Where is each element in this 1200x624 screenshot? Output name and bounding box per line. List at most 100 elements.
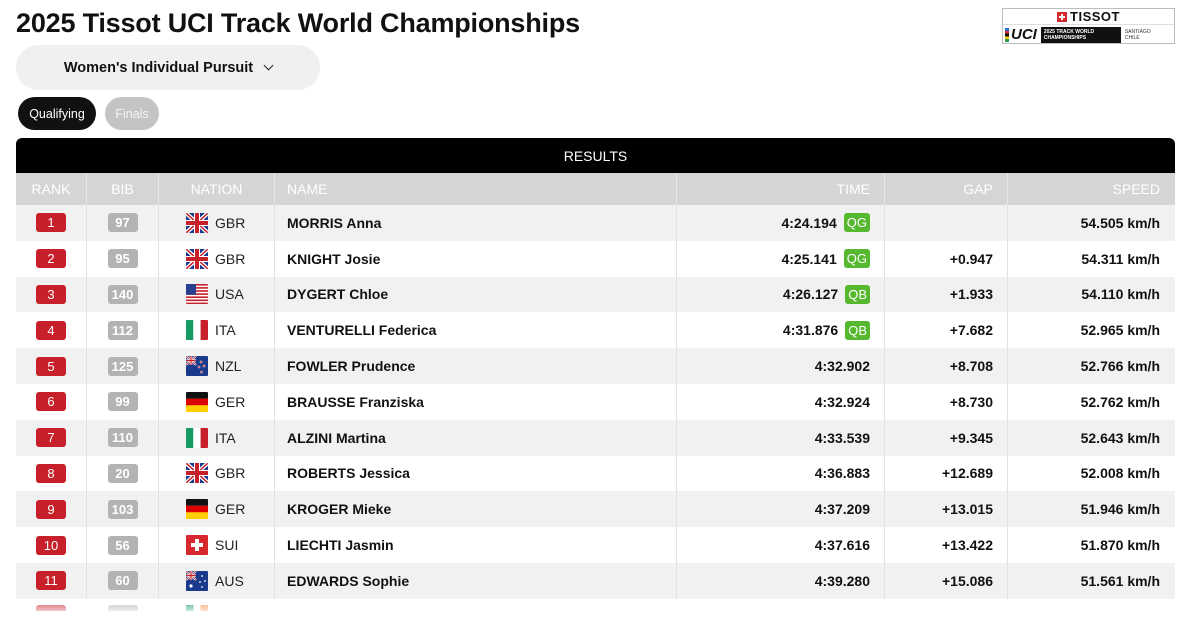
bib-cell: 103 (87, 491, 159, 528)
rider-name[interactable]: BRAUSSE Franziska (275, 383, 677, 420)
nation-cell: GBR (159, 240, 275, 277)
rainbow-stripes-icon (1005, 27, 1009, 42)
time-cell: 4:26.127 QB (677, 276, 885, 313)
rank-badge: 3 (36, 284, 66, 304)
rank-cell: 9 (16, 491, 87, 528)
rider-name[interactable]: DYGERT Chloe (275, 276, 677, 313)
flag-gbr-icon (186, 248, 208, 269)
table-row[interactable]: 2 95 GBR KNIGHT Josie 4:25.141 QG +0.947 54.311… (16, 240, 1175, 277)
bib-badge: 112 (107, 320, 138, 340)
rider-name[interactable]: VENTURELLI Federica (275, 312, 677, 349)
table-row[interactable]: 8 20 GBR ROBERTS Jessica 4:36.883 +12.689 52.0… (16, 455, 1175, 492)
nation-code: GER (215, 393, 246, 410)
nation-cell: SUI (159, 527, 275, 563)
rider-name[interactable]: FOWLER Prudence (275, 348, 677, 384)
nation-code: ITA (215, 322, 236, 339)
rank-badge: 6 (36, 392, 66, 412)
time-cell: 4:32.924 (677, 383, 885, 420)
bib-cell: 125 (87, 348, 159, 384)
time-cell: 4:32.902 (677, 348, 885, 384)
table-row[interactable]: 3 140 USA DYGERT Chloe 4:26.127 QB +1.933 54.11… (16, 276, 1175, 313)
rank-badge: 11 (36, 571, 66, 591)
nation-code: ITA (215, 429, 236, 446)
nation-cell: NZL (159, 348, 275, 384)
flag-ger-icon (186, 391, 208, 412)
rank-cell: 5 (16, 348, 87, 384)
nation-cell: GBR (159, 205, 275, 241)
bib-cell: 95 (87, 240, 159, 277)
table-row[interactable]: 7 110 ITA ALZINI Martina 4:33.539 +9.345 52.64… (16, 419, 1175, 456)
rank-cell: 10 (16, 527, 87, 563)
speed-cell: 54.505 km/h (1080, 214, 1160, 231)
bib-badge: 125 (107, 356, 138, 376)
bib-cell: 110 (87, 419, 159, 456)
page-title: 2025 Tissot UCI Track World Championship… (16, 8, 580, 38)
gap-cell: +8.708 (885, 348, 1008, 384)
tab-finals[interactable]: Finals (105, 97, 159, 130)
nation-cell: AUS (159, 562, 275, 599)
rank-cell: 2 (16, 240, 87, 277)
table-row[interactable]: 6 99 GER BRAUSSE Franziska 4:32.924 +8.730 52.… (16, 383, 1175, 420)
rank-badge: 10 (36, 535, 66, 555)
rank-badge: 7 (36, 428, 66, 448)
gap-cell: +7.682 (885, 312, 1008, 349)
time-value: 4:37.616 (814, 537, 870, 554)
rider-name[interactable]: MORRIS Anna (275, 205, 677, 241)
nation-code: NZL (215, 358, 242, 375)
rider-name[interactable]: KNIGHT Josie (275, 240, 677, 277)
event-select-dropdown[interactable]: Women's Individual Pursuit (16, 45, 320, 90)
flag-gbr-icon (186, 212, 208, 233)
table-row[interactable]: 9 103 GER KROGER Mieke 4:37.209 +13.015 51.946… (16, 491, 1175, 528)
rider-name[interactable]: EDWARDS Sophie (275, 562, 677, 599)
nation-cell: GER (159, 491, 275, 528)
time-value: 4:25.141 (781, 250, 837, 267)
rank-cell: 8 (16, 455, 87, 492)
time-cell: 4:36.883 (677, 455, 885, 492)
rider-name[interactable]: ALZINI Martina (275, 419, 677, 456)
table-row[interactable]: 1 97 GBR MORRIS Anna 4:24.194 QG 54.505 km/h (16, 205, 1175, 241)
column-header-speed: SPEED (1112, 181, 1160, 197)
rank-cell: 6 (16, 383, 87, 420)
table-row[interactable]: 4 112 ITA VENTURELLI Federica 4:31.876 QB +7.6… (16, 312, 1175, 349)
nation-code: AUS (215, 572, 244, 589)
event-select-value: Women's Individual Pursuit (63, 59, 254, 76)
flag-ita-icon (186, 427, 208, 448)
qualified-badge: QB (845, 320, 870, 340)
column-header-rank: RANK (16, 173, 87, 205)
nation-cell: USA (159, 276, 275, 313)
nation-code: USA (215, 286, 244, 303)
bib-cell: 97 (87, 205, 159, 241)
column-header-bib: BIB (87, 173, 159, 205)
bib-badge: 20 (107, 463, 138, 483)
rider-name[interactable]: KROGER Mieke (275, 491, 677, 528)
nation-code: GBR (215, 214, 246, 231)
time-cell: 4:37.616 (677, 527, 885, 563)
rank-badge: 5 (36, 356, 66, 376)
nation-cell: GBR (159, 455, 275, 492)
table-row[interactable]: 10 56 SUI LIECHTI Jasmin 4:37.616 +13.422 51.8… (16, 527, 1175, 563)
scroll-fade (0, 596, 1200, 624)
time-value: 4:32.924 (814, 393, 870, 410)
rank-cell: 11 (16, 562, 87, 599)
flag-sui-icon (186, 535, 208, 556)
column-header-name: NAME (275, 173, 677, 205)
nation-code: GER (215, 501, 246, 518)
speed-cell: 52.762 km/h (1080, 393, 1160, 410)
gap-cell: +8.730 (885, 383, 1008, 420)
rank-cell: 4 (16, 312, 87, 349)
table-row[interactable]: 11 60 AUS EDWARDS Sophie 4:39.280 +15.086 51.5… (16, 562, 1175, 599)
results-table-body: 1 97 GBR MORRIS Anna 4:24.194 QG 54.505 km/h 2 9… (16, 205, 1175, 599)
bib-badge: 97 (107, 213, 138, 233)
time-cell: 4:33.539 (677, 419, 885, 456)
rider-name[interactable]: ROBERTS Jessica (275, 455, 677, 492)
bib-badge: 110 (107, 428, 138, 448)
time-cell: 4:39.280 (677, 562, 885, 599)
time-value: 4:26.127 (782, 286, 839, 303)
bib-badge: 99 (107, 392, 138, 412)
table-row[interactable]: 5 125 NZL FOWLER Prudence 4:32.902 +8.708 52.7… (16, 348, 1175, 384)
rank-cell: 3 (16, 276, 87, 313)
qualified-badge: QB (845, 284, 870, 304)
time-value: 4:36.883 (814, 465, 870, 482)
rider-name[interactable]: LIECHTI Jasmin (275, 527, 677, 563)
tab-qualifying[interactable]: Qualifying (18, 97, 96, 130)
